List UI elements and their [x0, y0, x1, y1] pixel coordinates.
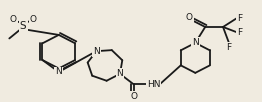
Text: S: S: [20, 21, 26, 31]
Text: N: N: [93, 47, 100, 56]
Text: O: O: [30, 14, 37, 24]
Text: F: F: [237, 28, 242, 37]
Text: F: F: [226, 43, 232, 52]
Text: O: O: [130, 92, 137, 101]
Text: N: N: [192, 38, 199, 47]
Text: F: F: [237, 14, 242, 23]
Text: N: N: [55, 67, 62, 76]
Text: O: O: [186, 13, 193, 22]
Text: N: N: [117, 69, 123, 78]
Text: O: O: [10, 14, 17, 24]
Text: HN: HN: [147, 80, 160, 89]
